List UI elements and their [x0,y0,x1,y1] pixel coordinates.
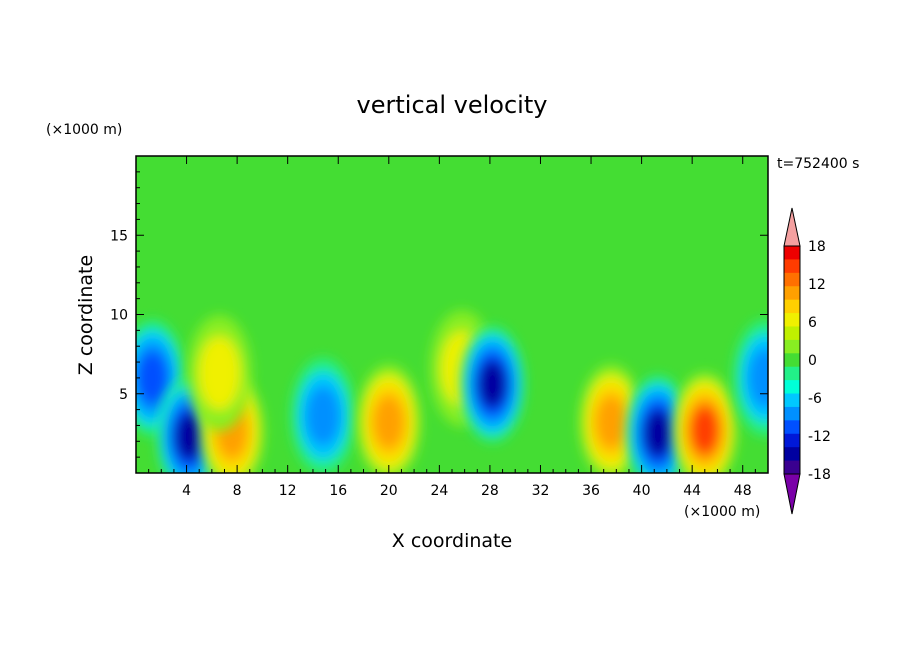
y-tick-label: 15 [110,228,128,244]
x-unit-label: (×1000 m) [684,504,760,520]
time-label: t=752400 s [777,156,859,172]
x-tick-label: 40 [633,483,651,499]
contour-feature [626,375,691,473]
contour-level [373,395,405,449]
contour-level [595,395,627,449]
contour-level [136,351,168,405]
contour-level [748,347,768,408]
y-axis-label: Z coordinate [75,255,97,375]
contour-feature [460,326,525,443]
contour-feature [579,364,644,473]
colorbar-segment [784,313,800,327]
y-tick-label: 5 [119,387,128,403]
x-tick-label: 4 [182,483,191,499]
contour-level [643,408,673,458]
contour-level [174,412,204,461]
x-tick-label: 24 [430,483,448,499]
chart-title: vertical velocity [357,91,548,119]
x-tick-label: 8 [233,483,242,499]
x-tick-label: 28 [481,483,499,499]
colorbar-segment [784,366,800,381]
colorbar-segment [784,339,800,354]
colorbar-tick-label: -18 [808,467,831,483]
contour-feature [291,357,356,473]
colorbar-top-extend [783,207,801,247]
contour-features [136,310,768,473]
colorbar-tick-label: 18 [808,239,826,255]
contour-level [690,405,720,455]
x-tick-label: 48 [734,483,752,499]
x-axis-label: X coordinate [392,530,512,552]
contour-level [305,385,341,446]
colorbar-tick-label: -12 [808,429,831,445]
colorbar-segment [784,286,800,301]
x-tick-label: 20 [380,483,398,499]
contour-feature [672,372,737,473]
colorbar-tick-label: 0 [808,353,817,369]
colorbar-segment [784,433,800,448]
colorbar-tick-label: 12 [808,277,826,293]
colorbar-segment [784,406,800,421]
colorbar-tick-label: 6 [808,315,817,331]
colorbar-segment [784,353,800,368]
colorbar-segment [784,420,800,435]
plot-area [136,156,768,473]
x-tick-label: 12 [279,483,297,499]
colorbar-segment [784,246,800,260]
x-axis: 4 8 12 16 20 24 28 32 36 40 44 48 [148,156,756,499]
colorbar-tick-label: -6 [808,391,822,407]
contour-level [198,336,241,411]
colorbar-bottom-extend [783,473,801,515]
y-tick-label: 10 [110,308,128,324]
colorbar-segment [784,299,800,314]
x-tick-label: 36 [582,483,600,499]
x-tick-label: 44 [683,483,701,499]
colorbar: 18 12 6 0 -6 -12 -18 [783,207,831,515]
y-unit-label: (×1000 m) [46,122,122,138]
colorbar-segment [784,326,800,341]
colorbar-segment [784,272,800,287]
colorbar-segment [784,447,800,462]
colorbar-segment [784,460,800,475]
y-axis: 5 10 15 [110,171,768,458]
colorbar-segment [784,380,800,395]
contour-feature [356,364,421,473]
contour-level [478,359,507,409]
contour-feature [187,315,252,432]
contour-feature [733,319,768,436]
colorbar-segment [784,259,800,274]
x-tick-label: 16 [329,483,347,499]
colorbar-frame [783,245,801,475]
x-tick-label: 32 [532,483,550,499]
colorbar-segment [784,393,800,408]
